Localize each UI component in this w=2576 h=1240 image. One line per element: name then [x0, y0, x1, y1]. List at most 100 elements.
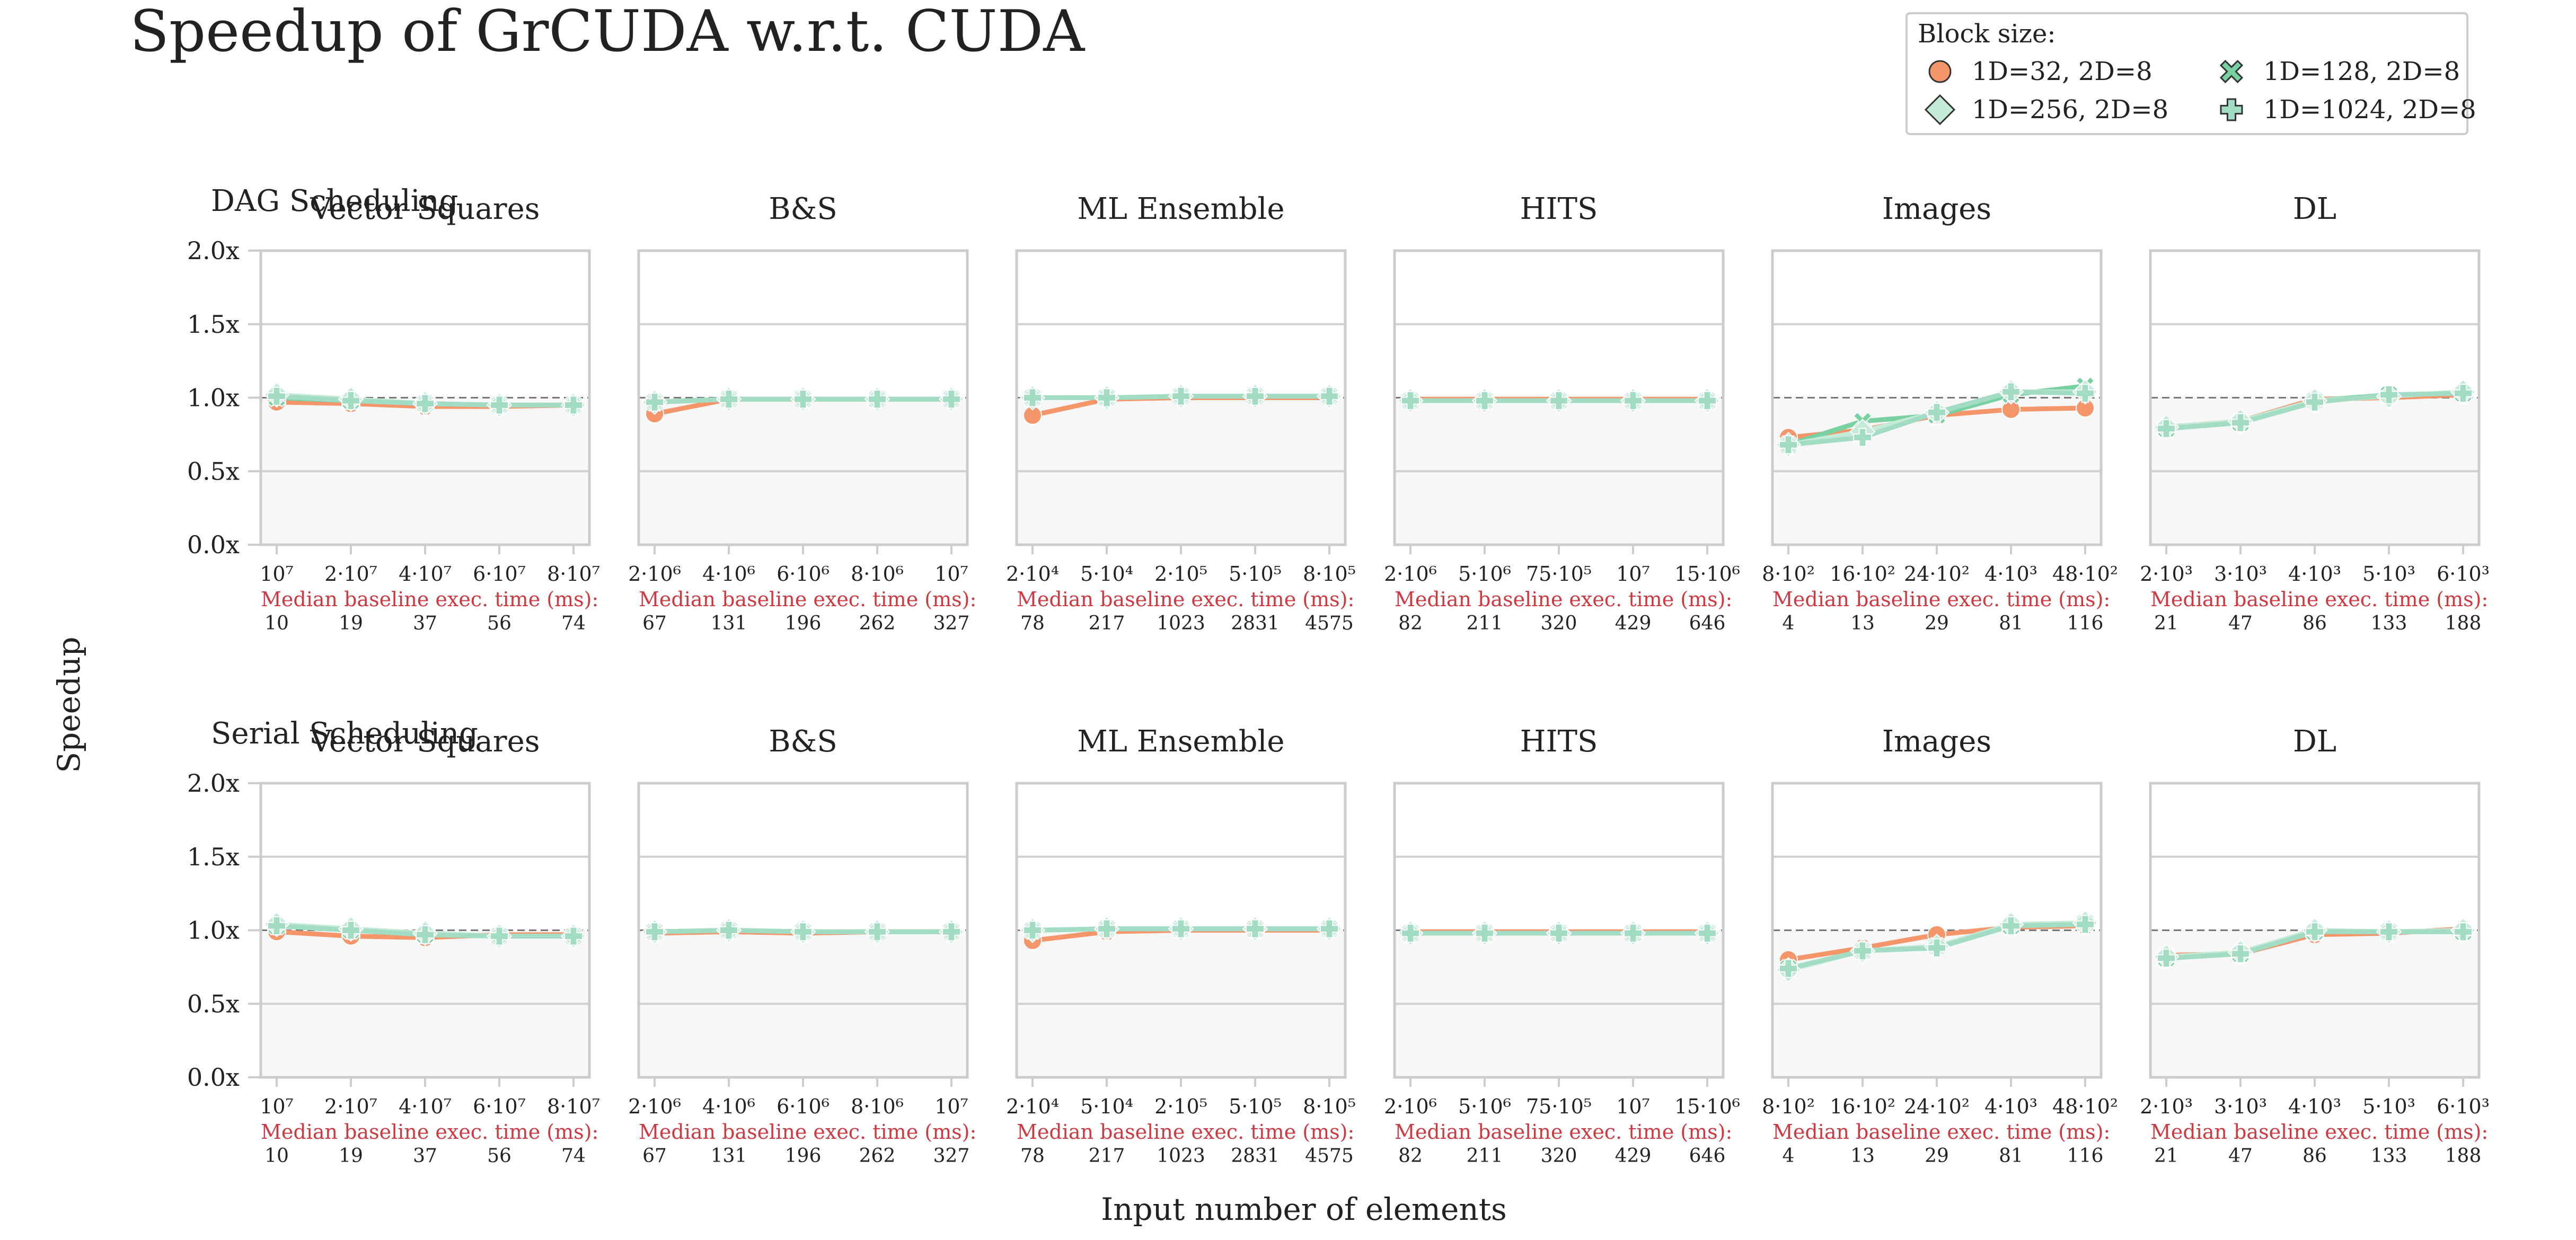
panel-title: ML Ensemble: [1077, 192, 1284, 226]
baseline-exec-time-value: 1023: [1157, 1145, 1205, 1167]
x-tick-label: 2·10⁴: [1006, 562, 1059, 586]
x-tick-label: 48·10²: [2052, 562, 2118, 586]
baseline-exec-time-value: 262: [859, 613, 896, 634]
baseline-exec-time-value: 646: [1689, 1145, 1726, 1167]
data-point-1d-1024-2d-8: [2231, 413, 2250, 432]
data-point-1d-1024-2d-8: [1097, 919, 1116, 938]
baseline-exec-time-label: Median baseline exec. time (ms):: [1772, 1120, 2110, 1144]
y-tick-label: 1.0x: [187, 384, 240, 412]
baseline-exec-time-value: 82: [1398, 1145, 1423, 1167]
x-tick-label: 10⁷: [934, 562, 968, 586]
baseline-exec-time-value: 327: [933, 613, 970, 634]
panel-title: Vector Squares: [310, 724, 540, 759]
baseline-exec-time-value: 86: [2302, 1145, 2327, 1167]
data-point-1d-1024-2d-8: [1927, 403, 1946, 422]
data-point-1d-1024-2d-8: [1698, 391, 1717, 411]
legend-box: [1905, 12, 2468, 135]
x-tick-label: 8·10⁷: [547, 562, 600, 586]
x-tick-label: 5·10³: [2362, 1095, 2415, 1118]
baseline-exec-time-value: 429: [1615, 1145, 1652, 1167]
data-point-1d-1024-2d-8: [416, 925, 435, 944]
data-point-1d-1024-2d-8: [1246, 386, 1265, 406]
x-tick-label: 5·10⁵: [1229, 1095, 1282, 1118]
x-tick-label: 6·10⁶: [777, 562, 830, 586]
data-point-1d-1024-2d-8: [2231, 944, 2250, 963]
baseline-exec-time-value: 37: [413, 1145, 437, 1167]
x-tick-label: 4·10³: [1984, 562, 2037, 586]
x-tick-label: 4·10³: [2288, 1095, 2341, 1118]
y-tick-label: 1.5x: [187, 843, 240, 871]
baseline-exec-time-label: Median baseline exec. time (ms):: [1772, 588, 2110, 611]
data-point-1d-1024-2d-8: [645, 922, 664, 942]
x-tick-label: 2·10⁶: [1384, 1095, 1437, 1118]
x-tick-label: 5·10⁶: [1458, 562, 1511, 586]
baseline-exec-time-value: 320: [1541, 1145, 1577, 1167]
panel-serial-scheduling-vector-squares: Vector Squares 0.0x 0.5x 1.0x 1.5x 2.0x 10⁷ 2·1…: [187, 724, 600, 1167]
x-tick-label: 8·10⁶: [851, 562, 904, 586]
panel-serial-scheduling-images: Images 8·10² 16·10² 24·10² 4·10³ 48·10²Median…: [1762, 724, 2118, 1167]
baseline-exec-time-value: 21: [2154, 1145, 2178, 1167]
baseline-exec-time-label: Median baseline exec. time (ms):: [261, 1120, 598, 1144]
baseline-exec-time-value: 2831: [1231, 1145, 1280, 1167]
legend-label-1d-128-2d-8: 1D=128, 2D=8: [2263, 57, 2460, 86]
data-point-1d-1024-2d-8: [942, 389, 961, 409]
baseline-exec-time-value: 4: [1783, 613, 1795, 634]
data-point-1d-1024-2d-8: [1853, 941, 1872, 961]
baseline-exec-time-value: 133: [2371, 613, 2407, 634]
x-tick-label: 8·10⁶: [851, 1095, 904, 1118]
baseline-exec-time-label: Median baseline exec. time (ms):: [1395, 1120, 1732, 1144]
data-point-1d-1024-2d-8: [2001, 916, 2021, 936]
data-point-1d-1024-2d-8: [2076, 384, 2095, 403]
panel-dag-scheduling-images: Images 8·10² 16·10² 24·10² 4·10³ 48·10²Median…: [1762, 192, 2118, 634]
x-tick-label: 6·10⁷: [473, 562, 526, 586]
data-point-1d-1024-2d-8: [1171, 919, 1190, 938]
panel-title: HITS: [1520, 724, 1598, 759]
data-point-1d-1024-2d-8: [645, 392, 664, 412]
baseline-exec-time-value: 116: [2067, 613, 2104, 634]
baseline-exec-time-label: Median baseline exec. time (ms):: [1017, 1120, 1354, 1144]
data-point-1d-1024-2d-8: [793, 922, 813, 942]
panel-title: HITS: [1520, 192, 1598, 226]
data-point-1d-1024-2d-8: [1927, 938, 1946, 958]
data-point-1d-1024-2d-8: [1320, 919, 1339, 938]
baseline-exec-time-value: 131: [711, 613, 747, 634]
y-axis-label: Speedup: [51, 636, 87, 773]
data-point-1d-1024-2d-8: [490, 395, 509, 415]
x-tick-label: 48·10²: [2052, 1095, 2118, 1118]
baseline-exec-time-value: 13: [1850, 613, 1875, 634]
baseline-exec-time-value: 262: [859, 1145, 896, 1167]
x-tick-label: 5·10³: [2362, 562, 2415, 586]
x-tick-label: 16·10²: [1830, 562, 1895, 586]
baseline-exec-time-value: 217: [1089, 1145, 1125, 1167]
baseline-exec-time-value: 133: [2371, 1145, 2407, 1167]
baseline-exec-time-value: 429: [1615, 613, 1652, 634]
baseline-exec-time-label: Median baseline exec. time (ms):: [1395, 588, 1732, 611]
data-point-1d-1024-2d-8: [2454, 384, 2473, 403]
x-tick-label: 5·10⁵: [1229, 562, 1282, 586]
baseline-exec-time-label: Median baseline exec. time (ms):: [639, 588, 976, 611]
x-tick-label: 8·10²: [1762, 562, 1815, 586]
x-tick-label: 2·10⁵: [1154, 562, 1207, 586]
baseline-exec-time-value: 78: [1020, 613, 1045, 634]
x-tick-label: 2·10⁷: [324, 1095, 377, 1118]
data-point-1d-1024-2d-8: [719, 389, 738, 409]
baseline-exec-time-value: 81: [1999, 613, 2023, 634]
data-point-1d-1024-2d-8: [2379, 922, 2398, 942]
baseline-exec-time-value: 4575: [1305, 1145, 1354, 1167]
data-point-1d-1024-2d-8: [1624, 924, 1643, 943]
baseline-exec-time-value: 188: [2445, 1145, 2482, 1167]
baseline-exec-time-value: 196: [785, 613, 822, 634]
panel-dag-scheduling-ml-ensemble: ML Ensemble 2·10⁴ 5·10⁴ 2·10⁵ 5·10⁵ 8·10⁵Medi…: [1006, 192, 1356, 634]
x-tick-label: 2·10⁷: [324, 562, 377, 586]
x-tick-label: 4·10⁷: [399, 1095, 452, 1118]
data-point-1d-1024-2d-8: [341, 391, 360, 411]
baseline-exec-time-value: 131: [711, 1145, 747, 1167]
data-point-1d-1024-2d-8: [2379, 385, 2398, 404]
legend: Block size: 1D=32, 2D=8 1D=256, 2D=8 1D=12…: [1905, 12, 2476, 135]
panel-serial-scheduling-ml-ensemble: ML Ensemble 2·10⁴ 5·10⁴ 2·10⁵ 5·10⁵ 8·10⁵Medi…: [1006, 724, 1356, 1167]
baseline-exec-time-value: 82: [1398, 613, 1423, 634]
